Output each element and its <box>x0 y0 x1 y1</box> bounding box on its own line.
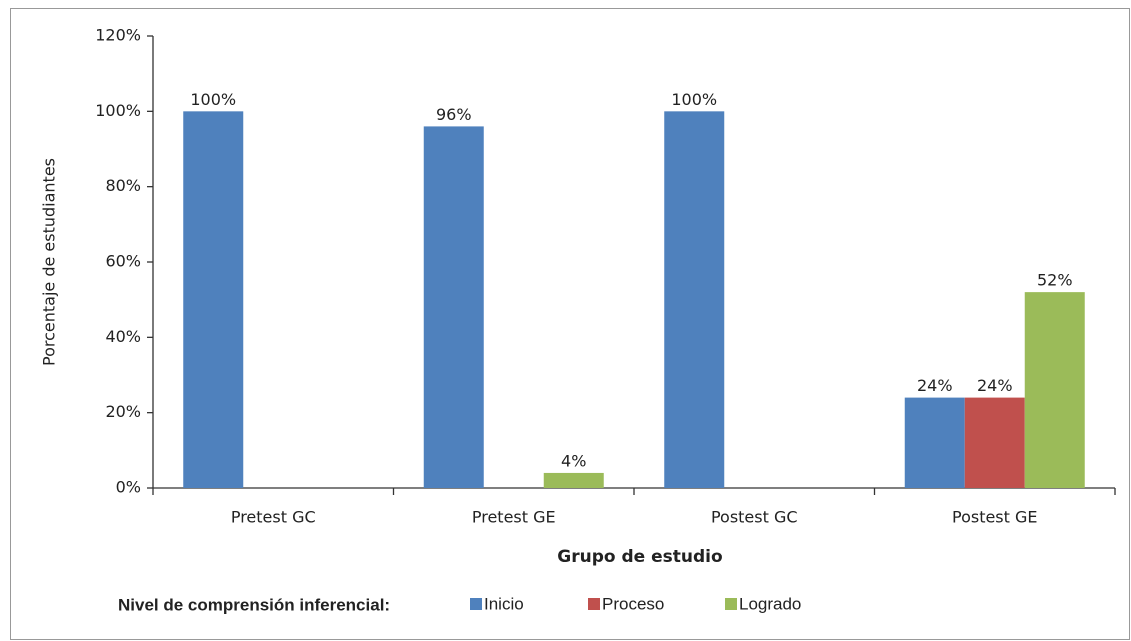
legend-swatch <box>588 598 600 610</box>
legend-label: Inicio <box>484 594 524 613</box>
y-tick-label: 80% <box>105 176 141 195</box>
legend-label: Proceso <box>602 594 664 613</box>
x-tick-label: Postest GC <box>711 508 798 527</box>
y-tick-label: 60% <box>105 252 141 271</box>
bar <box>664 111 725 488</box>
data-label: 100% <box>190 90 236 109</box>
y-tick-label: 40% <box>105 327 141 346</box>
legend-swatch <box>470 598 482 610</box>
chart-border <box>10 8 1130 640</box>
bar <box>423 126 484 489</box>
data-label: 24% <box>917 376 953 395</box>
data-label: 96% <box>436 105 472 124</box>
bar <box>964 397 1025 488</box>
y-tick-label: 120% <box>95 26 141 45</box>
data-label: 52% <box>1037 271 1073 290</box>
data-label: 100% <box>671 90 717 109</box>
bar <box>1024 292 1085 488</box>
y-tick-label: 20% <box>105 402 141 421</box>
x-tick-label: Pretest GC <box>231 508 316 527</box>
y-tick-label: 0% <box>116 478 141 497</box>
y-tick-label: 100% <box>95 101 141 120</box>
x-tick-label: Postest GE <box>952 508 1038 527</box>
legend-title: Nivel de comprensión inferencial: <box>118 595 390 614</box>
legend-label: Logrado <box>739 594 801 613</box>
y-axis-label: Porcentaje de estudiantes <box>40 158 59 366</box>
data-label: 24% <box>977 376 1013 395</box>
bar <box>543 472 604 488</box>
x-axis-label: Grupo de estudio <box>557 547 722 567</box>
x-tick-label: Pretest GE <box>472 508 556 527</box>
bar <box>904 397 965 488</box>
data-label: 4% <box>561 451 586 470</box>
legend-swatch <box>725 598 737 610</box>
bar <box>183 111 244 488</box>
